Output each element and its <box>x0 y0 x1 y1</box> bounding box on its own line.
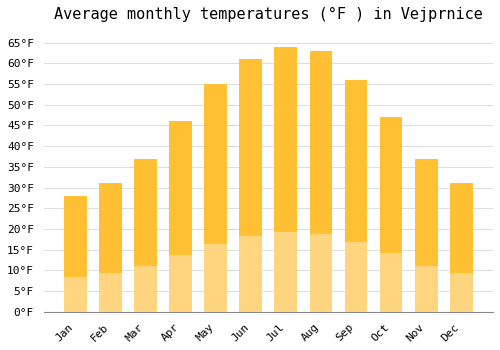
Bar <box>240 236 262 312</box>
Bar <box>274 47 297 312</box>
Bar <box>380 253 402 312</box>
Bar <box>170 255 192 312</box>
Bar <box>134 159 157 312</box>
Bar <box>415 159 438 312</box>
Bar <box>380 117 402 312</box>
Bar <box>170 121 192 312</box>
Bar <box>310 233 332 312</box>
Bar <box>450 273 472 312</box>
Bar <box>99 183 122 312</box>
Bar <box>204 84 227 312</box>
Bar <box>344 80 368 312</box>
Title: Average monthly temperatures (°F ) in Vejprnice: Average monthly temperatures (°F ) in Ve… <box>54 7 483 22</box>
Bar <box>99 273 122 312</box>
Bar <box>64 196 87 312</box>
Bar <box>310 51 332 312</box>
Bar <box>134 266 157 312</box>
Bar <box>415 266 438 312</box>
Bar <box>240 59 262 312</box>
Bar <box>64 277 87 312</box>
Bar <box>450 183 472 312</box>
Bar <box>204 244 227 312</box>
Bar <box>274 232 297 312</box>
Bar <box>344 242 368 312</box>
